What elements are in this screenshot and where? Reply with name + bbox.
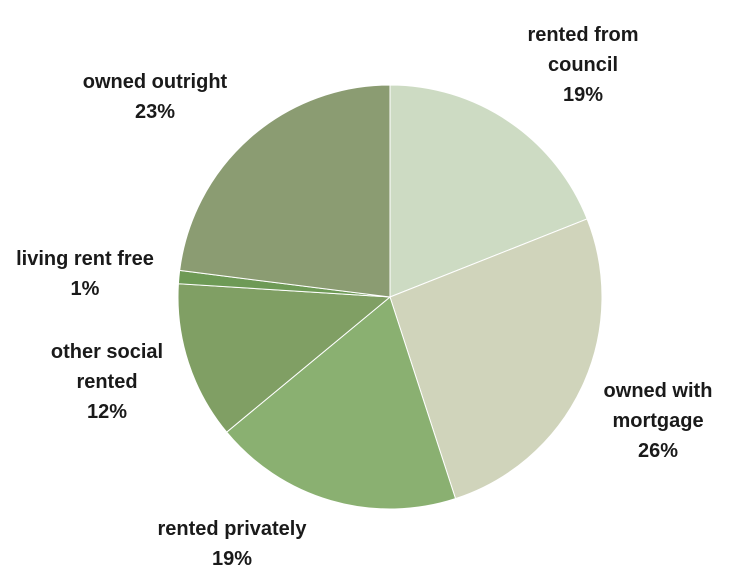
label-line: council <box>547 54 618 76</box>
label-line: rented <box>76 371 138 393</box>
pie-slice-owned-with-mortgage <box>389 218 603 500</box>
label-line: mortgage <box>612 410 704 432</box>
label-value: 12% <box>86 401 128 423</box>
label-line: owned outright <box>82 71 228 93</box>
label-line: rented from <box>527 24 639 46</box>
label-rented-from-council: rented from council 19% <box>498 20 668 110</box>
pie-slice-rented-from-council <box>389 84 588 298</box>
label-value: 26% <box>637 440 679 462</box>
pie-slice-other-social-rented <box>177 283 392 433</box>
pie-slices <box>177 84 603 510</box>
label-line: living rent free <box>16 248 154 270</box>
label-line: other social <box>50 341 164 363</box>
label-line: rented privately <box>157 518 307 540</box>
label-living-rent-free: living rent free 1% <box>0 244 170 304</box>
label-value: 1% <box>70 278 100 300</box>
label-rented-privately: rented privately 19% <box>132 514 332 574</box>
label-value: 23% <box>134 101 176 123</box>
label-line: owned with <box>603 380 713 402</box>
label-owned-with-mortgage: owned with mortgage 26% <box>578 376 734 466</box>
label-value: 19% <box>211 548 253 570</box>
pie-slice-rented-privately <box>225 296 457 510</box>
label-other-social-rented: other social rented 12% <box>32 337 182 427</box>
pie-slice-owned-outright <box>179 84 391 298</box>
label-value: 19% <box>562 84 604 106</box>
label-owned-outright: owned outright 23% <box>60 67 250 127</box>
